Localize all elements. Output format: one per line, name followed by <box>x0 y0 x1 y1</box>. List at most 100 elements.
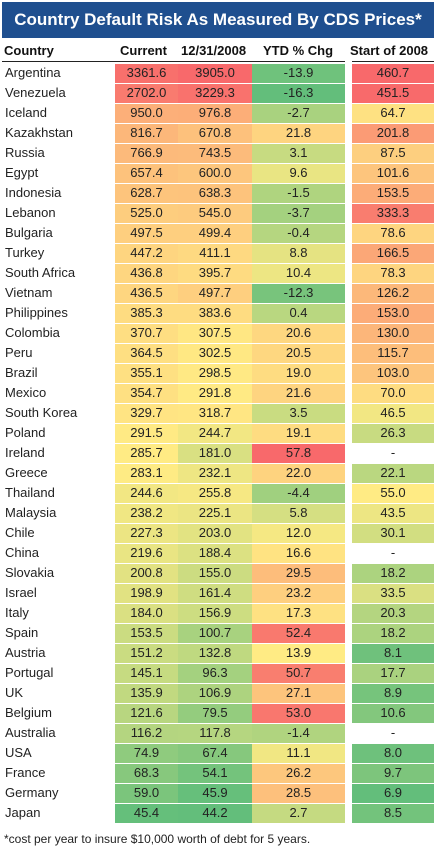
country-cell: Greece <box>2 463 114 483</box>
row-separator <box>0 423 436 424</box>
country-cell: Austria <box>2 643 114 663</box>
row-separator <box>0 143 436 144</box>
row-separator <box>0 183 436 184</box>
country-cell: Portugal <box>2 663 114 683</box>
table-row: Egypt 657.4 600.0 9.6 101.6 <box>0 163 436 183</box>
table-row: Lebanon 525.0 545.0 -3.7 333.3 <box>0 203 436 223</box>
ytd-cell: 57.8 <box>252 443 345 463</box>
country-cell: Argentina <box>2 63 114 83</box>
dec2008-cell: 600.0 <box>178 163 252 183</box>
dec2008-cell: 497.7 <box>178 283 252 303</box>
row-separator <box>0 243 436 244</box>
start2008-cell: 18.2 <box>352 623 434 643</box>
ytd-cell: 29.5 <box>252 563 345 583</box>
row-separator <box>0 463 436 464</box>
header-underline <box>2 61 345 62</box>
dec2008-cell: 743.5 <box>178 143 252 163</box>
table-row: Philippines 385.3 383.6 0.4 153.0 <box>0 303 436 323</box>
ytd-cell: 3.5 <box>252 403 345 423</box>
ytd-cell: -1.5 <box>252 183 345 203</box>
dec2008-cell: 117.8 <box>178 723 252 743</box>
dec2008-cell: 106.9 <box>178 683 252 703</box>
country-cell: China <box>2 543 114 563</box>
ytd-cell: -0.4 <box>252 223 345 243</box>
ytd-cell: 28.5 <box>252 783 345 803</box>
table-row: France 68.3 54.1 26.2 9.7 <box>0 763 436 783</box>
dec2008-cell: 302.5 <box>178 343 252 363</box>
footnote: *cost per year to insure $10,000 worth o… <box>4 832 311 846</box>
start2008-cell: 43.5 <box>352 503 434 523</box>
row-separator <box>0 723 436 724</box>
country-cell: Indonesia <box>2 183 114 203</box>
row-separator <box>0 743 436 744</box>
country-cell: Chile <box>2 523 114 543</box>
ytd-cell: -1.4 <box>252 723 345 743</box>
row-separator <box>0 303 436 304</box>
country-cell: Belgium <box>2 703 114 723</box>
table-row: Ireland 285.7 181.0 57.8- <box>0 443 436 463</box>
table-row: Portugal 145.1 96.3 50.7 17.7 <box>0 663 436 683</box>
ytd-cell: 21.8 <box>252 123 345 143</box>
country-cell: Peru <box>2 343 114 363</box>
dec2008-cell: 411.1 <box>178 243 252 263</box>
start2008-cell: 55.0 <box>352 483 434 503</box>
dec2008-cell: 499.4 <box>178 223 252 243</box>
current-cell: 184.0 <box>115 603 178 623</box>
table-row: Russia 766.9 743.5 3.1 87.5 <box>0 143 436 163</box>
row-separator <box>0 203 436 204</box>
start2008-cell: 22.1 <box>352 463 434 483</box>
country-cell: Vietnam <box>2 283 114 303</box>
ytd-cell: 20.6 <box>252 323 345 343</box>
current-cell: 816.7 <box>115 123 178 143</box>
row-separator <box>0 343 436 344</box>
table-row: Turkey 447.2 411.1 8.8 166.5 <box>0 243 436 263</box>
ytd-cell: -13.9 <box>252 63 345 83</box>
table-row: South Korea 329.7 318.7 3.5 46.5 <box>0 403 436 423</box>
ytd-cell: 11.1 <box>252 743 345 763</box>
header-country: Country <box>4 43 54 58</box>
dec2008-cell: 203.0 <box>178 523 252 543</box>
table-row: Brazil 355.1 298.5 19.0 103.0 <box>0 363 436 383</box>
start2008-cell: 26.3 <box>352 423 434 443</box>
country-cell: Brazil <box>2 363 114 383</box>
ytd-cell: 50.7 <box>252 663 345 683</box>
ytd-cell: 5.8 <box>252 503 345 523</box>
current-cell: 370.7 <box>115 323 178 343</box>
dec2008-cell: 545.0 <box>178 203 252 223</box>
start2008-cell: - <box>352 443 434 463</box>
table-row: Mexico 354.7 291.8 21.6 70.0 <box>0 383 436 403</box>
country-cell: Germany <box>2 783 114 803</box>
row-separator <box>0 803 436 804</box>
ytd-cell: 16.6 <box>252 543 345 563</box>
row-separator <box>0 643 436 644</box>
ytd-cell: 21.6 <box>252 383 345 403</box>
ytd-cell: -2.7 <box>252 103 345 123</box>
current-cell: 200.8 <box>115 563 178 583</box>
dec2008-cell: 181.0 <box>178 443 252 463</box>
current-cell: 525.0 <box>115 203 178 223</box>
country-cell: Israel <box>2 583 114 603</box>
current-cell: 950.0 <box>115 103 178 123</box>
start2008-cell: 166.5 <box>352 243 434 263</box>
dec2008-cell: 44.2 <box>178 803 252 823</box>
ytd-cell: -3.7 <box>252 203 345 223</box>
country-cell: Egypt <box>2 163 114 183</box>
current-cell: 355.1 <box>115 363 178 383</box>
country-cell: Japan <box>2 803 114 823</box>
table-row: Indonesia 628.7 638.3 -1.5 153.5 <box>0 183 436 203</box>
country-cell: South Africa <box>2 263 114 283</box>
row-separator <box>0 283 436 284</box>
country-cell: Poland <box>2 423 114 443</box>
table-row: Poland 291.5 244.7 19.1 26.3 <box>0 423 436 443</box>
row-separator <box>0 483 436 484</box>
country-cell: Lebanon <box>2 203 114 223</box>
start2008-cell: 460.7 <box>352 63 434 83</box>
current-cell: 3361.6 <box>115 63 178 83</box>
table-row: Malaysia 238.2 225.1 5.8 43.5 <box>0 503 436 523</box>
dec2008-cell: 161.4 <box>178 583 252 603</box>
start2008-cell: 10.6 <box>352 703 434 723</box>
start2008-cell: 8.9 <box>352 683 434 703</box>
row-separator <box>0 83 436 84</box>
table-row: South Africa 436.8 395.7 10.4 78.3 <box>0 263 436 283</box>
current-cell: 244.6 <box>115 483 178 503</box>
